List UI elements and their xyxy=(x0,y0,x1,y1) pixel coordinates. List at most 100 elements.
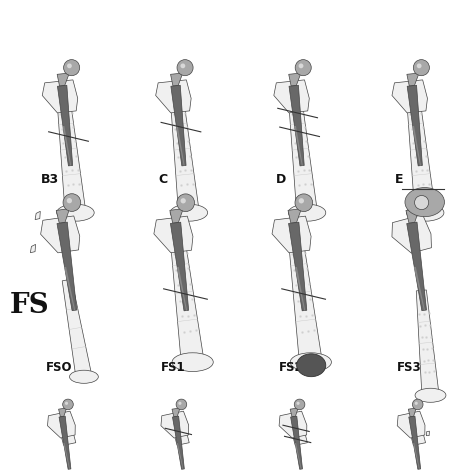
Circle shape xyxy=(67,64,72,68)
Polygon shape xyxy=(406,415,426,445)
Circle shape xyxy=(295,60,311,76)
Polygon shape xyxy=(272,216,311,253)
Polygon shape xyxy=(288,85,318,214)
Polygon shape xyxy=(56,209,70,223)
Polygon shape xyxy=(289,222,307,311)
Polygon shape xyxy=(42,80,78,113)
Polygon shape xyxy=(57,85,73,166)
Polygon shape xyxy=(170,415,189,445)
Ellipse shape xyxy=(405,188,445,217)
Polygon shape xyxy=(392,215,431,253)
Polygon shape xyxy=(288,209,301,223)
Polygon shape xyxy=(171,73,183,86)
Circle shape xyxy=(299,198,304,203)
Polygon shape xyxy=(408,408,416,417)
Circle shape xyxy=(417,64,421,68)
Text: E: E xyxy=(395,173,404,186)
Text: FS3: FS3 xyxy=(397,361,421,374)
Circle shape xyxy=(65,401,68,405)
Polygon shape xyxy=(56,85,86,214)
Polygon shape xyxy=(154,216,193,253)
Ellipse shape xyxy=(70,370,98,383)
Polygon shape xyxy=(30,245,36,253)
Polygon shape xyxy=(172,408,180,417)
Polygon shape xyxy=(290,408,298,417)
Circle shape xyxy=(412,399,423,410)
Circle shape xyxy=(63,194,81,211)
Polygon shape xyxy=(176,126,184,166)
Polygon shape xyxy=(57,73,69,86)
Ellipse shape xyxy=(290,353,331,372)
Polygon shape xyxy=(289,85,304,166)
Circle shape xyxy=(178,401,182,405)
Polygon shape xyxy=(56,415,76,445)
Circle shape xyxy=(67,198,72,203)
Ellipse shape xyxy=(170,204,208,221)
Polygon shape xyxy=(287,222,322,364)
Polygon shape xyxy=(274,80,310,113)
Circle shape xyxy=(181,64,185,68)
Circle shape xyxy=(415,401,418,405)
Polygon shape xyxy=(59,416,71,469)
Ellipse shape xyxy=(415,388,446,402)
Polygon shape xyxy=(406,209,419,223)
Circle shape xyxy=(413,60,429,76)
Polygon shape xyxy=(171,85,186,166)
Circle shape xyxy=(177,60,193,76)
Polygon shape xyxy=(294,126,303,166)
Text: FS1: FS1 xyxy=(160,361,185,374)
Polygon shape xyxy=(173,416,184,469)
Circle shape xyxy=(64,60,80,76)
Polygon shape xyxy=(288,415,307,445)
Ellipse shape xyxy=(172,353,213,372)
Polygon shape xyxy=(407,85,422,166)
Polygon shape xyxy=(392,80,428,113)
Polygon shape xyxy=(170,209,183,223)
Polygon shape xyxy=(279,411,307,438)
Ellipse shape xyxy=(297,354,326,377)
Polygon shape xyxy=(64,267,75,310)
Polygon shape xyxy=(177,443,183,469)
Polygon shape xyxy=(35,211,40,219)
Polygon shape xyxy=(62,279,92,378)
Polygon shape xyxy=(409,416,420,469)
Polygon shape xyxy=(41,216,80,253)
Text: FSO: FSO xyxy=(46,361,73,374)
Text: FS2: FS2 xyxy=(279,361,303,374)
Polygon shape xyxy=(170,222,189,311)
Polygon shape xyxy=(406,85,436,214)
Polygon shape xyxy=(416,290,439,396)
Polygon shape xyxy=(413,443,419,469)
Polygon shape xyxy=(289,73,301,86)
Polygon shape xyxy=(414,267,425,310)
Polygon shape xyxy=(397,411,425,438)
Polygon shape xyxy=(63,126,71,166)
Polygon shape xyxy=(155,80,191,113)
Polygon shape xyxy=(177,267,187,310)
Circle shape xyxy=(299,64,303,68)
Text: C: C xyxy=(158,173,168,186)
Circle shape xyxy=(294,399,305,410)
Polygon shape xyxy=(407,222,427,310)
Polygon shape xyxy=(169,85,199,214)
Circle shape xyxy=(177,194,194,211)
Circle shape xyxy=(176,399,187,410)
Polygon shape xyxy=(412,126,421,166)
Circle shape xyxy=(295,194,313,211)
Circle shape xyxy=(63,399,73,410)
Ellipse shape xyxy=(57,204,94,221)
Text: B3: B3 xyxy=(41,173,59,186)
Polygon shape xyxy=(291,416,302,469)
Polygon shape xyxy=(47,411,75,438)
Ellipse shape xyxy=(288,204,326,221)
Polygon shape xyxy=(57,222,77,310)
Circle shape xyxy=(415,195,428,210)
Circle shape xyxy=(181,198,186,203)
Polygon shape xyxy=(59,408,67,417)
Text: FS: FS xyxy=(10,292,50,319)
Polygon shape xyxy=(169,222,204,364)
Polygon shape xyxy=(295,443,301,469)
Circle shape xyxy=(296,401,300,405)
Polygon shape xyxy=(407,73,419,86)
Text: D: D xyxy=(276,173,286,186)
